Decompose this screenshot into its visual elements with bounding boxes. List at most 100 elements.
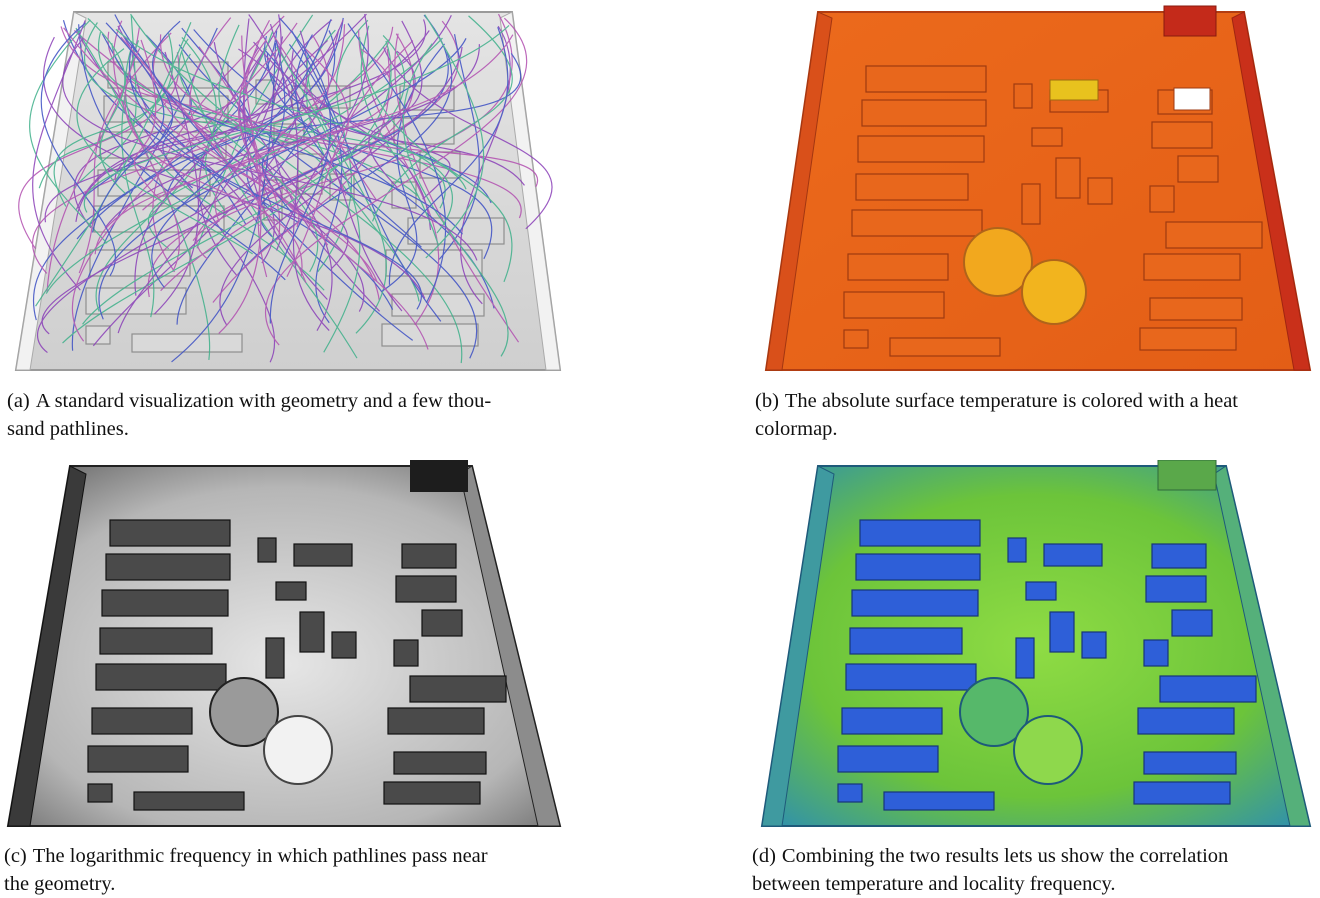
shelf-block [1049,611,1075,653]
tank-left [959,677,1029,747]
pathline [78,24,286,281]
shelf-block [393,639,419,667]
pathline [91,22,165,233]
panel-b-tag: (b) [755,390,779,412]
pathline [273,35,378,202]
shelf-block [1143,639,1169,667]
pathline [214,34,514,222]
white-block-top [1173,87,1211,111]
pathline [33,30,278,321]
tank-right [1021,259,1087,325]
shelf-block [383,781,481,805]
pathline [83,24,510,213]
shelf-block [841,707,943,735]
shelf-block [855,173,969,201]
shelf-block [105,553,231,581]
pathline [95,37,217,312]
shelf-block [299,611,325,653]
pathline [75,30,430,222]
pathline [371,15,513,222]
panel-c-caption-line2: the geometry. [4,873,116,895]
pathline [317,19,369,273]
shelf-block [1143,751,1237,775]
shelf-block [1025,581,1057,601]
pathline [32,26,394,274]
pathline [160,34,539,188]
shelf-block [1143,253,1241,281]
panel-a-caption-line2: sand pathlines. [7,418,129,440]
pathline [98,38,467,320]
panel-a-caption-line1: A standard visualization with geometry a… [35,390,492,412]
pathline [358,36,513,283]
shelf-block [1043,543,1103,567]
pathline [218,24,334,185]
pathline [151,19,332,288]
factory-wall-left [765,11,833,371]
panel-a-tag: (a) [7,390,30,412]
pathline [276,46,361,353]
pathline [213,42,333,331]
shelf-block [133,791,245,811]
shelf-block [293,543,353,567]
shelf-block [843,291,945,319]
shelf-block [257,537,277,563]
shelf-block [1139,327,1237,351]
pathline [38,53,191,189]
shelf-block [851,209,983,237]
pathline [117,14,282,334]
pathline [171,42,277,363]
shelf-block [87,783,113,803]
shelf-block [393,751,487,775]
pathline [253,41,451,200]
panel-d-caption-line1: Combining the two results lets us show t… [781,845,1229,867]
pathline [151,20,463,235]
pathline [265,17,527,346]
shelf-block [849,627,963,655]
pathline [291,30,442,322]
panel-c-caption-line1: The logarithmic frequency in which pathl… [32,845,488,867]
shelf-block [1159,675,1257,703]
pathline [180,51,358,359]
panel-d-tag: (d) [752,845,776,867]
shelf-block [87,745,189,773]
pathline [87,17,126,194]
pathline [178,44,478,359]
shelf-block [837,745,939,773]
pathline [37,14,452,354]
pathline [286,40,414,278]
pathline [101,33,247,225]
shelf-block [1177,155,1219,183]
pathline [76,48,253,255]
pathline [388,26,509,285]
pathline [347,23,447,304]
pathline [63,27,329,246]
pathline [238,48,403,312]
pathline [124,47,303,277]
tank-left [209,677,279,747]
pathline [160,47,349,292]
pathline [219,46,463,326]
pathline [78,32,172,274]
pathline [147,39,390,250]
shelf-block [1145,575,1207,603]
factory-wall-left [7,465,87,827]
pathline [248,14,330,331]
panel-d-caption-line2: between temperature and locality frequen… [752,873,1116,895]
shelf-block [381,323,479,347]
tank-left [963,227,1033,297]
pathline [29,19,108,244]
shelf-block [1171,609,1213,637]
panel-a-image [12,4,568,380]
factory-wall-left [761,465,835,827]
pathline [252,39,329,201]
shelf-block [101,589,229,617]
shelf-block [1087,177,1113,205]
panel-d-image [758,460,1314,834]
shelf-block [387,707,485,735]
tank-right [263,715,333,785]
shelf-block [1021,183,1041,225]
shelf-block [91,707,193,735]
shelf-block [1149,185,1175,213]
shelf-block [395,575,457,603]
shelf-block [401,543,457,569]
